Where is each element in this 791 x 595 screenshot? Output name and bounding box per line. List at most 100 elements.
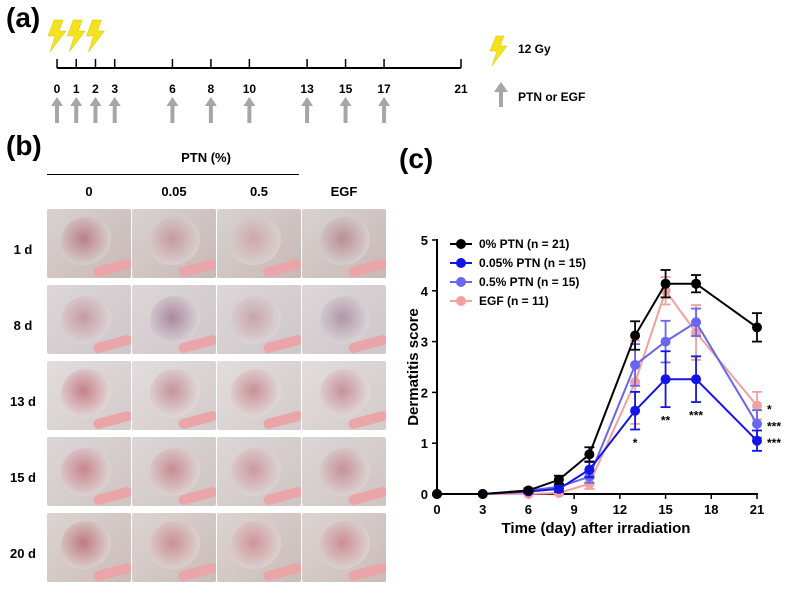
ptn-group-header: PTN (%)	[181, 150, 231, 165]
treatment-arrow-icon	[70, 97, 83, 123]
skin-photo-8d-0.05	[132, 285, 216, 354]
data-point	[630, 359, 641, 370]
series-3	[432, 276, 762, 499]
data-point	[584, 464, 595, 475]
skin-photo-8d-0.5	[217, 285, 301, 354]
y-axis-label: Dermatitis score	[405, 308, 422, 426]
significance-mark: ***	[767, 436, 781, 450]
data-point	[660, 336, 671, 347]
legend-label: 0% PTN (n = 21)	[479, 237, 569, 251]
legend-label: EGF (n = 11)	[479, 294, 549, 308]
series-line	[437, 282, 758, 495]
data-point	[553, 474, 564, 485]
timeline-day-10: 10	[243, 82, 257, 96]
data-point	[691, 317, 702, 328]
skin-photo-1d-0	[47, 209, 131, 278]
legend-entry-0: 0% PTN (n = 21)	[450, 237, 569, 251]
legend-label: 0.5% PTN (n = 15)	[479, 275, 579, 289]
data-point	[660, 278, 671, 289]
x-axis-label: Time (day) after irradiation	[501, 520, 691, 537]
group-header-underline	[47, 174, 299, 175]
timeline-day-8: 8	[208, 82, 215, 96]
x-tick-label-18: 18	[704, 502, 718, 517]
column-header-egf: EGF	[330, 184, 358, 199]
significance-mark: ***	[689, 408, 703, 422]
lightning-bolt-icon	[489, 35, 508, 67]
skin-photo-13d-0.05	[132, 361, 216, 430]
skin-photo-1d-EGF	[302, 209, 386, 278]
skin-photo-15d-EGF	[302, 437, 386, 506]
treatment-arrow-icon	[204, 97, 217, 123]
skin-photo-20d-EGF	[302, 513, 386, 582]
treatment-arrow-icon	[166, 97, 179, 123]
timeline-day-1: 1	[73, 82, 80, 96]
treatment-arrow-icon	[108, 97, 121, 123]
data-point	[752, 400, 762, 411]
skin-photo-13d-0	[47, 361, 131, 430]
skin-photo-15d-0	[47, 437, 131, 506]
legend-entry-1: 0.05% PTN (n = 15)	[450, 256, 586, 270]
x-tick-label-15: 15	[658, 502, 672, 517]
row-label-20d: 20 d	[9, 546, 36, 561]
treatment-arrow-icon	[339, 97, 352, 123]
data-point	[691, 374, 702, 385]
y-tick-label-0: 0	[421, 487, 428, 502]
skin-photo-8d-EGF	[302, 285, 386, 354]
data-point	[630, 405, 641, 416]
row-label-1d: 1 d	[13, 242, 33, 257]
column-header-0: 0	[85, 184, 93, 199]
timeline-day-17: 17	[377, 82, 391, 96]
significance-mark: *	[767, 403, 772, 417]
legend-entry-3: EGF (n = 11)	[450, 294, 549, 308]
lightning-bolt-icon	[86, 19, 105, 53]
legend-treatment: PTN or EGF	[518, 90, 586, 104]
y-tick-label-4: 4	[421, 284, 429, 299]
skin-photo-15d-0.05	[132, 437, 216, 506]
column-header-0.05: 0.05	[161, 184, 187, 199]
legend-entry-2: 0.5% PTN (n = 15)	[450, 275, 579, 289]
gray-arrow-icon	[494, 82, 508, 107]
x-tick-label-12: 12	[613, 502, 627, 517]
data-point	[584, 478, 595, 489]
data-point	[660, 374, 671, 385]
timeline-day-6: 6	[169, 82, 176, 96]
data-point	[477, 489, 488, 499]
lightning-bolt-icon	[66, 19, 86, 53]
data-point	[432, 489, 442, 499]
significance-mark: ***	[767, 419, 781, 433]
significance-mark: **	[661, 413, 671, 427]
treatment-arrow-icon	[89, 97, 102, 123]
row-label-15d: 15 d	[9, 470, 36, 485]
timeline-day-3: 3	[111, 82, 118, 96]
panel-c-label: (c)	[399, 143, 434, 174]
data-point	[553, 483, 564, 494]
row-label-8d: 8 d	[13, 318, 33, 333]
data-point	[584, 449, 595, 460]
series-0	[432, 269, 762, 499]
significance-mark: *	[633, 436, 638, 450]
skin-photo-1d-0.05	[132, 209, 216, 278]
timeline-day-13: 13	[300, 82, 314, 96]
y-tick-label-1: 1	[421, 436, 428, 451]
timeline: 0 1 2 3 6 8 10 13 15 17 21	[47, 19, 508, 123]
timeline-day-21: 21	[454, 82, 468, 96]
treatment-arrow-icon	[301, 97, 314, 123]
lightning-bolt-icon	[47, 19, 67, 53]
skin-photo-1d-0.5	[217, 209, 301, 278]
timeline-day-0: 0	[54, 82, 61, 96]
row-label-13d: 13 d	[9, 394, 36, 409]
panel-a-label: (a)	[6, 2, 41, 33]
skin-photo-8d-0	[47, 285, 131, 354]
x-tick-label-6: 6	[525, 502, 532, 517]
series-2	[432, 307, 762, 499]
data-point	[523, 485, 534, 496]
treatment-arrow-icon	[378, 97, 391, 123]
y-tick-label-2: 2	[421, 385, 428, 400]
legend-irradiation: 12 Gy	[518, 42, 551, 56]
skin-photo-20d-0	[47, 513, 131, 582]
timeline-day-2: 2	[92, 82, 99, 96]
skin-photo-20d-0.5	[217, 513, 301, 582]
x-tick-label-21: 21	[750, 502, 764, 517]
y-tick-label-3: 3	[421, 335, 428, 350]
